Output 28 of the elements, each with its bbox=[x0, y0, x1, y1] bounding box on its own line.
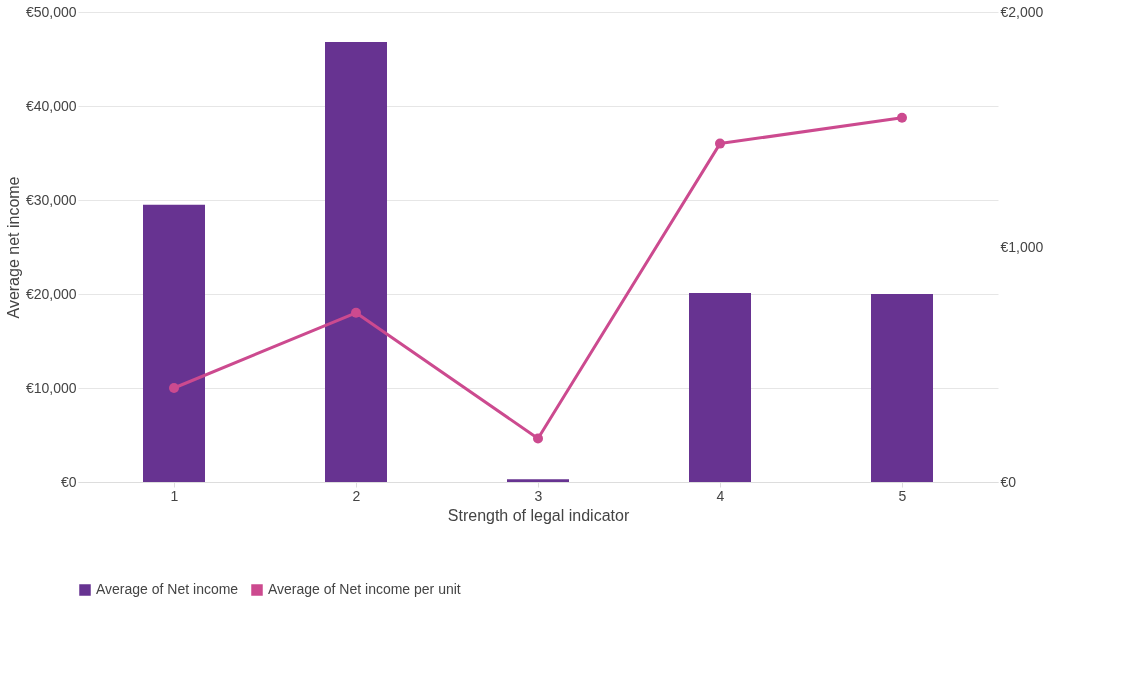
x-axis-title: Strength of legal indicator bbox=[447, 506, 630, 524]
bar bbox=[325, 42, 387, 482]
bar bbox=[871, 294, 933, 482]
y-tick-label: €30,000 bbox=[25, 191, 77, 208]
x-tick-label: 3 bbox=[534, 487, 543, 504]
point bbox=[169, 383, 179, 393]
x-tick-label: 2 bbox=[352, 487, 361, 504]
bar bbox=[507, 479, 569, 482]
point bbox=[533, 433, 543, 444]
y-axis-title: Average net income bbox=[4, 176, 22, 319]
y2-tick-label: €0 bbox=[1000, 473, 1017, 490]
y-tick-label: €0 bbox=[60, 473, 77, 490]
x-tick-label: 5 bbox=[898, 487, 907, 504]
point bbox=[715, 138, 725, 149]
x-tick-label: 1 bbox=[170, 487, 179, 504]
bar bbox=[143, 204, 205, 482]
legend-label: Average of Net income bbox=[96, 581, 239, 597]
point bbox=[897, 112, 907, 123]
y-tick-label: €50,000 bbox=[25, 3, 77, 20]
y-tick-label: €10,000 bbox=[25, 379, 77, 396]
bar bbox=[689, 293, 751, 482]
y2-tick-label: €1,000 bbox=[1000, 238, 1044, 255]
y-tick-label: €20,000 bbox=[25, 285, 77, 302]
y-tick-label: €40,000 bbox=[25, 97, 77, 114]
y2-tick-label: €2,000 bbox=[1000, 3, 1044, 20]
legend-label: Average of Net income per unit bbox=[268, 581, 461, 597]
x-tick-label: 4 bbox=[716, 487, 725, 504]
point bbox=[351, 307, 361, 318]
